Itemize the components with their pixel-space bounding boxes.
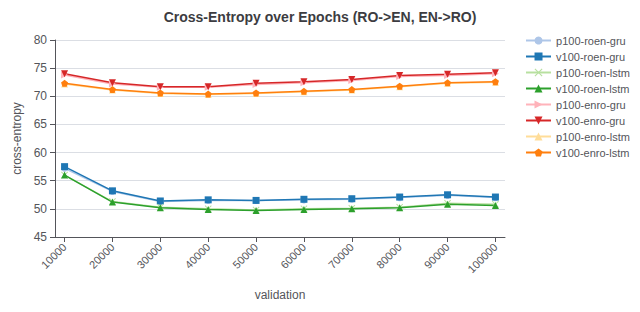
- svg-text:65: 65: [34, 117, 48, 131]
- svg-text:v100-enro-gru: v100-enro-gru: [556, 115, 625, 127]
- svg-text:Cross-Entropy over Epochs (RO-: Cross-Entropy over Epochs (RO->EN, EN->R…: [164, 9, 477, 25]
- svg-text:70: 70: [34, 89, 48, 103]
- svg-text:20000: 20000: [87, 241, 117, 271]
- svg-text:p100-enro-gru: p100-enro-gru: [556, 99, 626, 111]
- svg-text:validation: validation: [255, 288, 306, 302]
- svg-text:v100-roen-gru: v100-roen-gru: [556, 51, 625, 63]
- svg-text:55: 55: [34, 174, 48, 188]
- svg-text:p100-enro-lstm: p100-enro-lstm: [556, 131, 630, 143]
- svg-text:cross-entropy: cross-entropy: [10, 102, 24, 175]
- svg-text:70000: 70000: [326, 241, 356, 271]
- svg-text:80000: 80000: [374, 241, 404, 271]
- svg-text:p100-roen-gru: p100-roen-gru: [556, 35, 626, 47]
- svg-text:75: 75: [34, 61, 48, 75]
- svg-text:v100-roen-lstm: v100-roen-lstm: [556, 83, 629, 95]
- svg-text:30000: 30000: [134, 241, 164, 271]
- svg-text:50: 50: [34, 202, 48, 216]
- svg-text:50000: 50000: [230, 241, 260, 271]
- svg-text:90000: 90000: [422, 241, 452, 271]
- svg-text:60: 60: [34, 146, 48, 160]
- svg-text:p100-roen-lstm: p100-roen-lstm: [556, 67, 630, 79]
- svg-text:40000: 40000: [182, 241, 212, 271]
- svg-text:10000: 10000: [39, 241, 69, 271]
- svg-text:60000: 60000: [278, 241, 308, 271]
- svg-text:45: 45: [34, 230, 48, 244]
- svg-text:80: 80: [34, 33, 48, 47]
- svg-text:v100-enro-lstm: v100-enro-lstm: [556, 147, 629, 159]
- svg-text:100000: 100000: [465, 241, 499, 275]
